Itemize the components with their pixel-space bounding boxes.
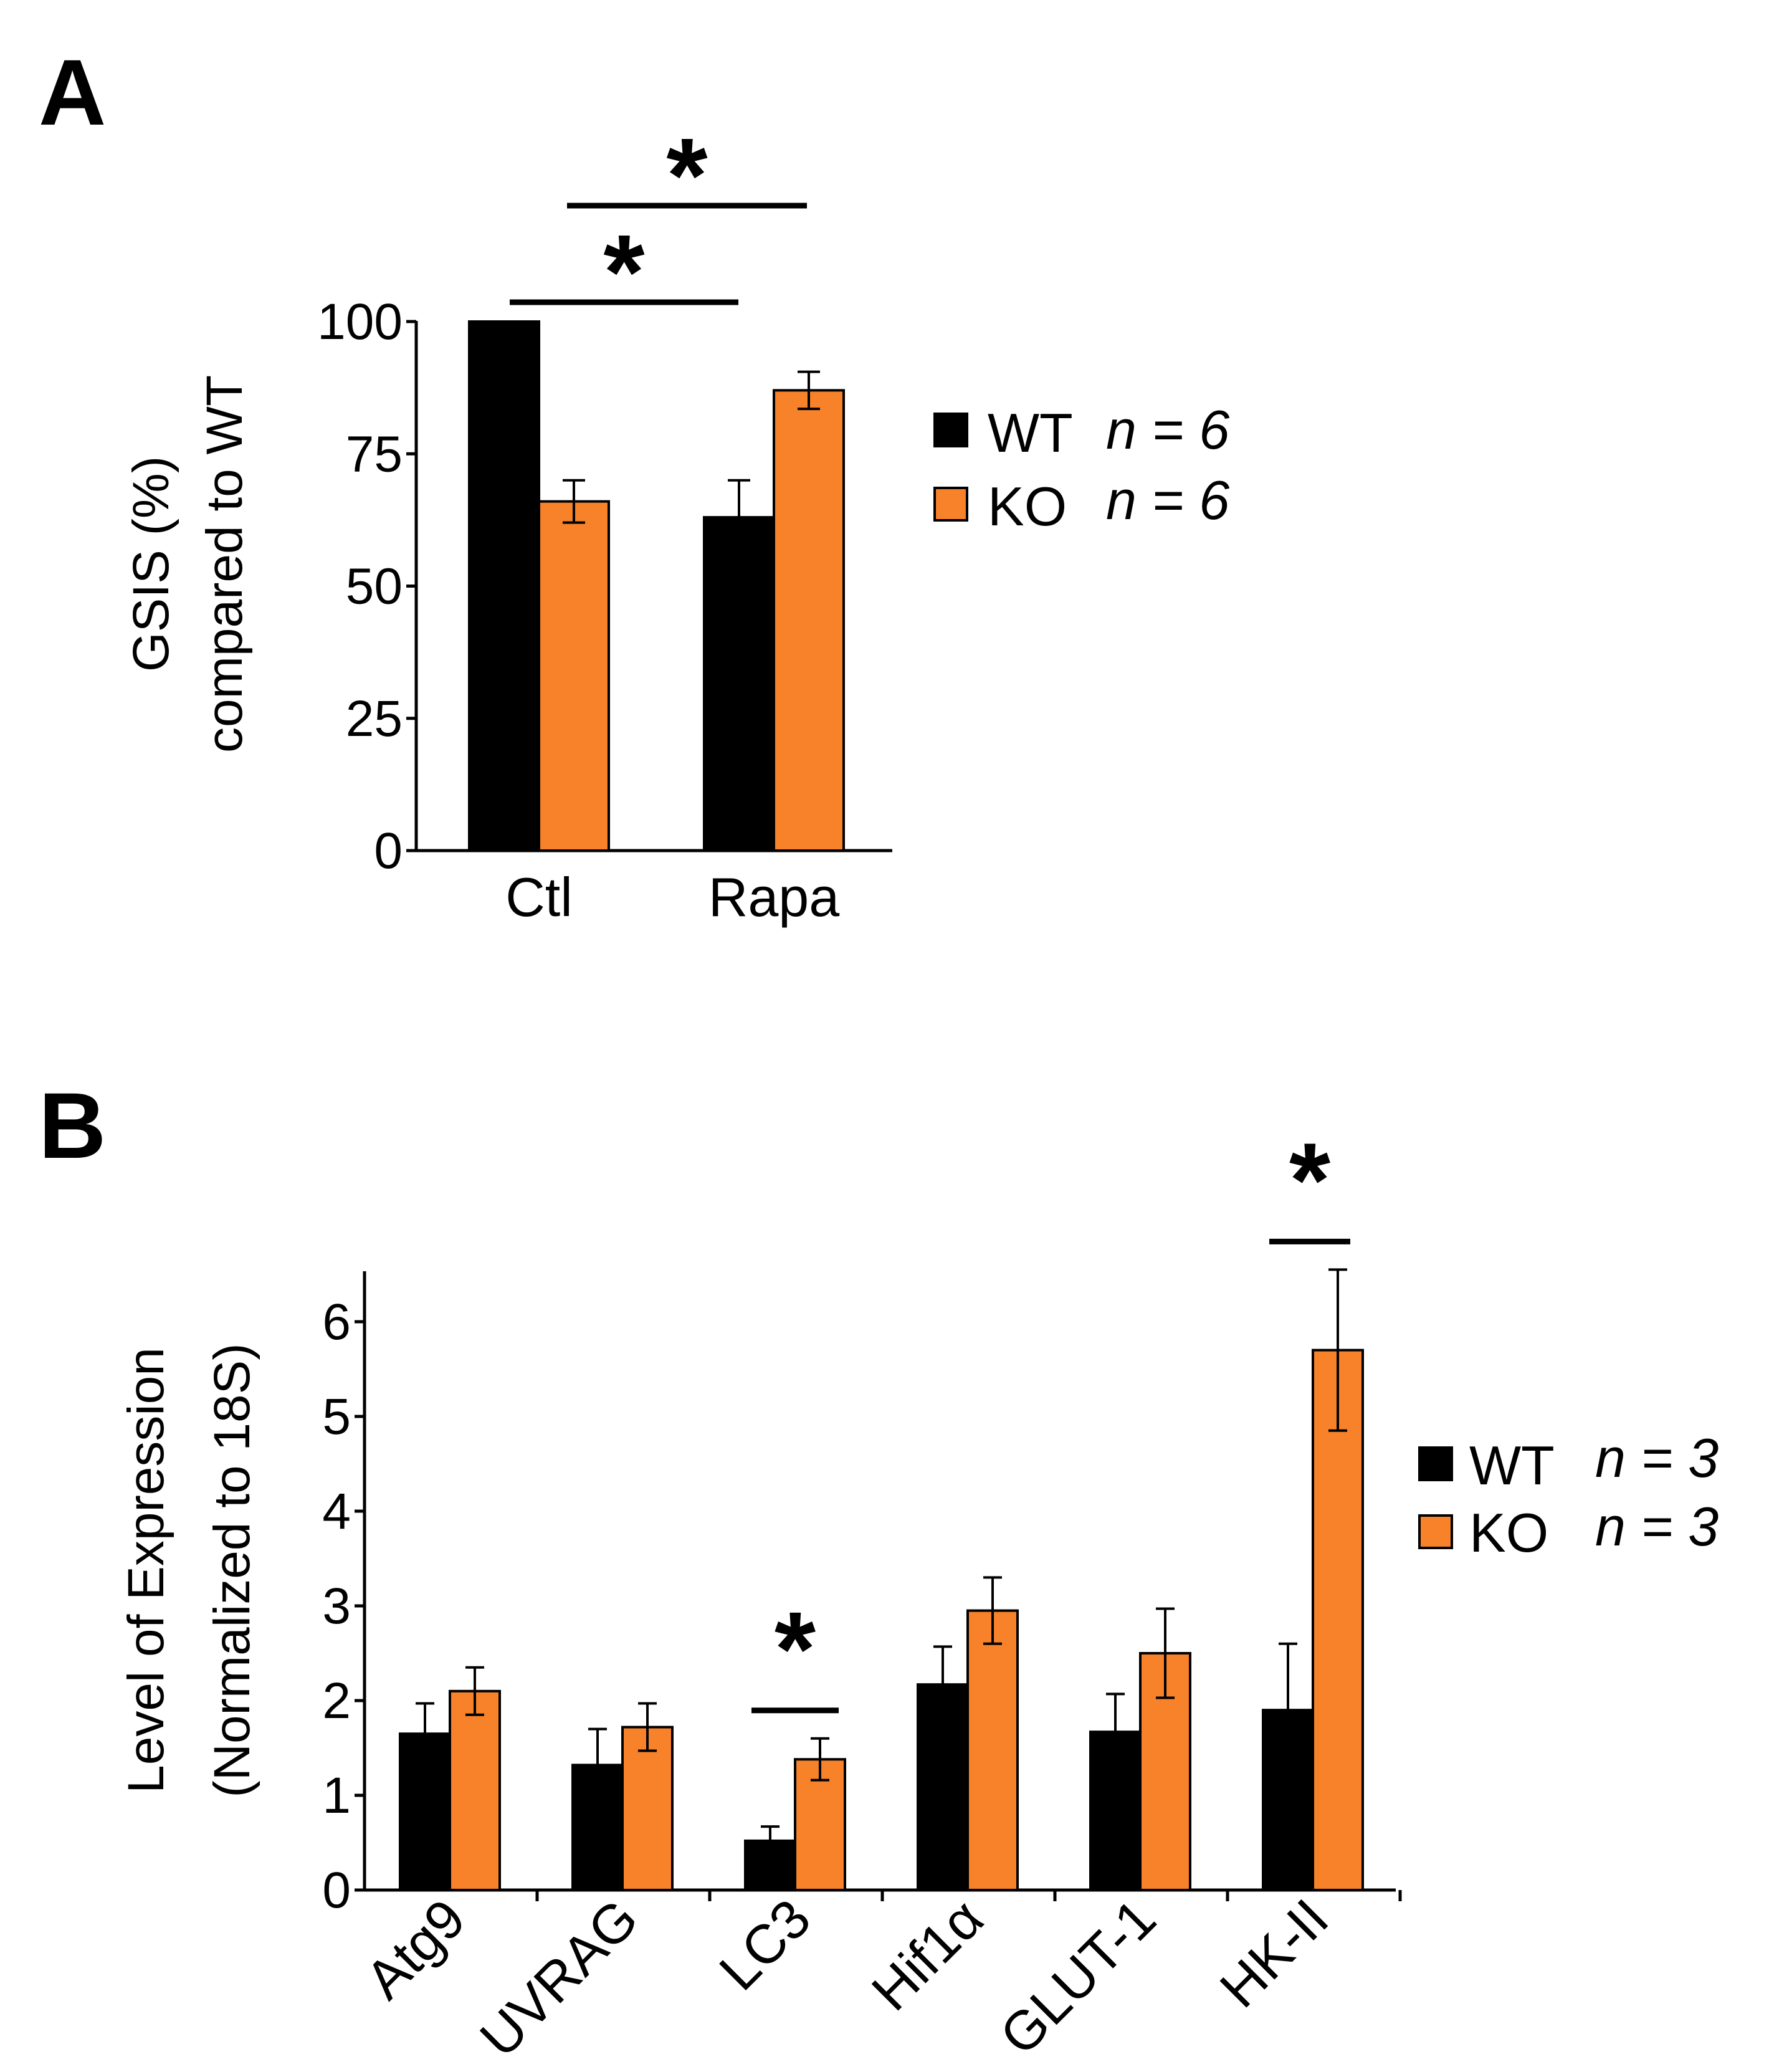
panel-a-bar-ctl-ko: [538, 500, 610, 852]
panel-a-bar-ctl-wt: [468, 320, 540, 852]
panel-a-ytick-label-100: 100: [317, 294, 403, 350]
panel-a-significance-star-1: *: [603, 213, 644, 332]
panel-a-label: A: [39, 40, 106, 145]
panel-b-ylabel-line2: (Normalized to 18S): [204, 1343, 260, 1797]
panel-b-significance-star-hk-ii: *: [1289, 1121, 1330, 1239]
panel-b-category-label-glut-1: GLUT-1: [988, 1887, 1168, 2066]
panel-b-label: B: [39, 1073, 106, 1178]
panel-b-ytick-label-3: 3: [322, 1578, 351, 1635]
panel-b-ytick-label-4: 4: [322, 1483, 351, 1540]
panel-a-plot: 0 25 50 75 100 Ctl Rapa **: [317, 117, 892, 928]
panel-a-ytick-label-0: 0: [374, 823, 403, 879]
panel-b-legend-wt-swatch: [1418, 1446, 1453, 1481]
panel-b-bar-hif1-ko: [966, 1609, 1019, 1892]
panel-a-significance-star-2: *: [666, 117, 707, 235]
panel-b-legend: WT n = 3 KO n = 3: [1418, 1427, 1719, 1564]
panel-b-category-label-lc3: LC3: [707, 1887, 822, 2002]
panel-a-legend-wt-label: WT: [988, 402, 1073, 464]
panel-b-ytick-label-5: 5: [322, 1388, 351, 1445]
panel-b-legend-ko-label: KO: [1469, 1502, 1548, 1564]
panel-a-legend-wt-n: n = 6: [1106, 399, 1229, 461]
panel-b-ylabel-line1: Level of Expression: [118, 1347, 174, 1793]
panel-b-bar-hk-ii-ko: [1312, 1349, 1364, 1892]
panel-a-legend-wt-swatch: [933, 413, 968, 447]
panel-a-legend-ko-n: n = 6: [1106, 469, 1229, 531]
panel-a-ylabel-line1: GSIS (%): [123, 456, 179, 672]
panel-b-significance-star-lc3: *: [775, 1590, 816, 1709]
panel-b-ytick-label-6: 6: [322, 1294, 351, 1350]
panel-a-ytick-label-50: 50: [346, 558, 403, 615]
panel-b-category-label-uvrag: UVRAG: [468, 1887, 649, 2068]
panel-b-category-label-hif1: Hif1α: [860, 1887, 995, 2022]
panel-b-ytick-label-0: 0: [322, 1862, 351, 1919]
panel-a-category-label-ctl: Ctl: [505, 866, 573, 928]
panel-b-ytick-label-1: 1: [322, 1767, 351, 1824]
panel-b-legend-ko-swatch: [1418, 1514, 1453, 1549]
panel-b-legend-wt-label: WT: [1469, 1435, 1555, 1496]
panel-a-ytick-label-75: 75: [346, 426, 403, 482]
panel-b-legend-wt-n: n = 3: [1595, 1427, 1719, 1489]
panel-a-ytick-label-25: 25: [346, 690, 403, 747]
panel-a-legend-ko-swatch: [933, 487, 968, 522]
panel-a-legend-ko-label: KO: [988, 475, 1067, 537]
panel-a-legend: WT n = 6 KO n = 6: [933, 399, 1229, 537]
panel-b-legend-ko-n: n = 3: [1595, 1496, 1719, 1557]
panel-a-ylabel-line2: compared to WT: [196, 375, 253, 753]
panel-b-category-label-atg9: Atg9: [353, 1887, 477, 2010]
panel-b-bar-atg9-ko: [449, 1689, 501, 1892]
panel-a-bar-rapa-wt: [703, 516, 775, 852]
panel-a-bar-rapa-ko: [773, 389, 845, 852]
panel-b-category-label-hk-ii: HK-II: [1208, 1887, 1340, 2019]
panel-a-category-label-rapa: Rapa: [708, 866, 839, 928]
panel-b-ytick-label-2: 2: [322, 1673, 351, 1729]
